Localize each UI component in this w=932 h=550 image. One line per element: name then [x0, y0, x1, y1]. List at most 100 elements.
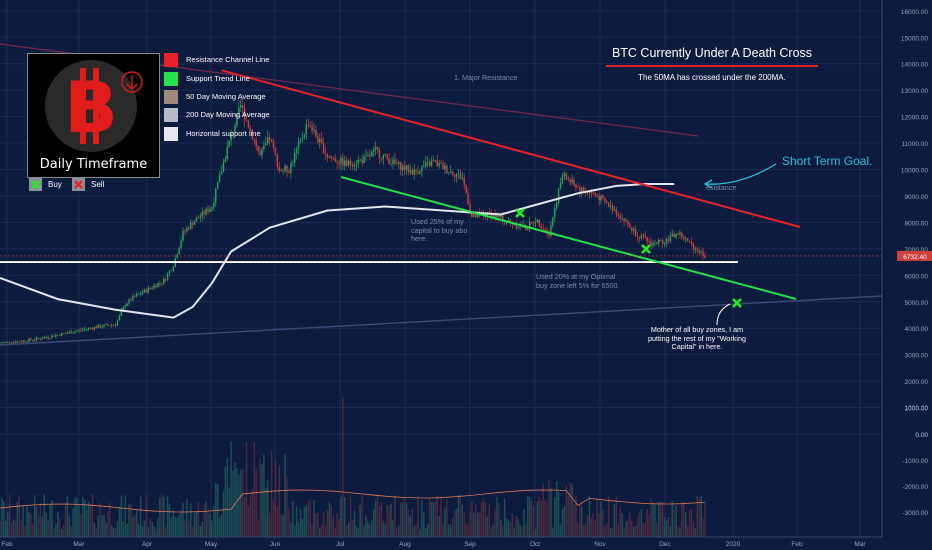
candle-body — [51, 335, 53, 338]
candle-body — [461, 177, 464, 179]
volume-bar — [561, 509, 564, 537]
candle-body — [89, 327, 92, 329]
candle-body — [621, 218, 623, 220]
volume-bar — [517, 518, 519, 537]
volume-bar — [288, 508, 290, 537]
volume-bar — [681, 501, 683, 537]
volume-bar — [143, 520, 146, 537]
buy-marker — [515, 208, 525, 218]
candle-body — [240, 105, 242, 108]
candle-body — [528, 221, 531, 229]
candle-body — [613, 210, 616, 212]
candle-body — [457, 173, 460, 175]
volume-bar — [590, 518, 593, 537]
volume-bar — [74, 497, 76, 537]
candle-body — [37, 337, 40, 339]
candle-body — [26, 341, 28, 343]
candle-body — [251, 129, 254, 139]
volume-bar — [328, 502, 331, 537]
volume-bar — [355, 525, 358, 537]
timeframe-label: Daily Timeframe — [39, 157, 148, 172]
candle-body — [436, 160, 438, 166]
candle-body — [661, 240, 664, 244]
volume-bar — [650, 498, 652, 537]
goal-arrow — [705, 163, 777, 185]
candle-body — [109, 325, 111, 327]
volume-bar — [540, 500, 543, 537]
volume-bar — [661, 501, 664, 537]
candle-body — [134, 296, 136, 297]
candle-body — [180, 240, 182, 248]
candle-body — [451, 171, 454, 176]
candle-body — [197, 217, 200, 219]
volume-bar — [189, 503, 192, 537]
candle-body — [224, 159, 227, 163]
candle-body — [602, 195, 604, 199]
candle-body — [455, 174, 458, 177]
volume-bar — [193, 513, 196, 537]
candle-body — [548, 233, 550, 236]
candle-body — [681, 232, 683, 238]
candle-body — [249, 127, 252, 130]
volume-bar — [55, 523, 57, 537]
candle-body — [57, 334, 59, 336]
volume-bar — [457, 495, 460, 537]
candle-body — [694, 248, 697, 250]
volume-bar — [57, 511, 59, 537]
volume-bar — [170, 517, 173, 537]
candle-body — [24, 340, 26, 342]
candle-body — [130, 299, 132, 301]
candle-body — [241, 105, 244, 109]
volume-bar — [644, 522, 647, 537]
candle-body — [28, 338, 30, 342]
volume-bar — [627, 519, 629, 537]
svg-text:B: B — [64, 67, 117, 149]
candle-body — [469, 204, 471, 212]
volume-bar — [592, 513, 595, 537]
candle-body — [509, 219, 512, 222]
candle-body — [6, 341, 9, 343]
candle-body — [137, 293, 140, 295]
volume-bar — [72, 507, 74, 537]
volume-bar — [382, 520, 385, 537]
volume-bar — [688, 510, 691, 537]
candle-body — [463, 177, 465, 185]
candle-body — [87, 327, 90, 330]
volume-bar — [686, 526, 689, 537]
candle-body — [345, 160, 348, 166]
candle-body — [631, 226, 633, 231]
candle-body — [654, 241, 656, 243]
volume-bar — [110, 525, 113, 537]
volume-bar — [82, 496, 84, 537]
candle-body — [236, 113, 238, 126]
volume-bar — [511, 513, 514, 537]
volume-bar — [349, 495, 352, 537]
volume-bar — [579, 504, 581, 537]
candle-body — [78, 329, 80, 331]
candle-body — [186, 228, 188, 232]
volume-bar — [45, 512, 47, 537]
price-tick-label: 11000.00 — [901, 141, 928, 148]
volume-bar — [496, 496, 498, 537]
candle-body — [188, 228, 190, 230]
volume-bar — [580, 506, 583, 537]
candle-body — [330, 157, 333, 158]
candle-body — [644, 235, 647, 238]
volume-bar — [95, 528, 98, 537]
candle-body — [434, 160, 437, 162]
volume-bar — [274, 460, 277, 537]
volume-bar — [209, 513, 211, 537]
volume-bar — [128, 504, 130, 537]
volume-bar — [523, 509, 525, 537]
volume-bar — [665, 520, 668, 537]
volume-bar — [201, 520, 203, 537]
candle-body — [207, 208, 209, 212]
candle-body — [374, 147, 377, 150]
candle-body — [35, 337, 38, 340]
candle-body — [638, 236, 641, 239]
volume-bar — [473, 512, 475, 537]
volume-bar — [586, 515, 589, 537]
candle-body — [58, 334, 61, 336]
candle-body — [95, 326, 98, 328]
volume-bar — [480, 501, 483, 537]
